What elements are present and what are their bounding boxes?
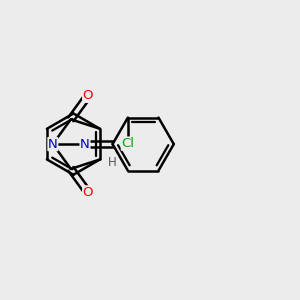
Text: N: N [48, 138, 58, 151]
Text: O: O [83, 89, 93, 102]
Text: Cl: Cl [122, 137, 134, 150]
Text: O: O [83, 186, 93, 199]
Text: N: N [80, 138, 90, 151]
Text: H: H [108, 156, 117, 169]
